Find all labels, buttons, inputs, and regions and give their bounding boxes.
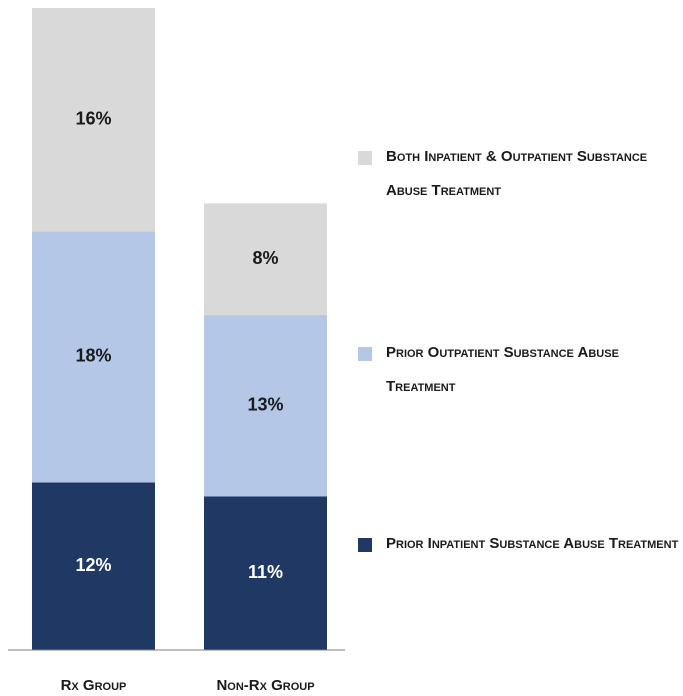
value-label: 18% [75,346,111,366]
value-label: 13% [247,395,283,415]
value-label: 11% [248,562,283,582]
value-label: 8% [252,248,278,268]
legend-label: Prior Outpatient Substance Abuse Treatme… [386,344,619,395]
legend-label: Prior Inpatient Substance Abuse Treatmen… [386,535,679,552]
bar-segment [204,315,327,497]
x-tick-label: Non-Rx Group [216,677,314,694]
bar-segment [32,231,155,483]
bar-segment [32,482,155,650]
legend-item: Prior Outpatient Substance Abuse Treatme… [358,336,680,404]
legend-label: Both Inpatient & Outpatient Substance Ab… [386,148,648,199]
bar-segment [32,8,155,232]
legend-swatch [358,347,372,361]
bar-segment [204,496,327,650]
legend-swatch [358,538,372,552]
bar-segment [204,203,327,316]
legend-item: Both Inpatient & Outpatient Substance Ab… [358,140,680,208]
value-label: 16% [75,108,111,128]
x-tick-label: Rx Group [61,677,127,694]
legend-swatch [358,151,372,165]
value-label: 12% [75,555,111,575]
legend-item: Prior Inpatient Substance Abuse Treatmen… [358,527,680,561]
